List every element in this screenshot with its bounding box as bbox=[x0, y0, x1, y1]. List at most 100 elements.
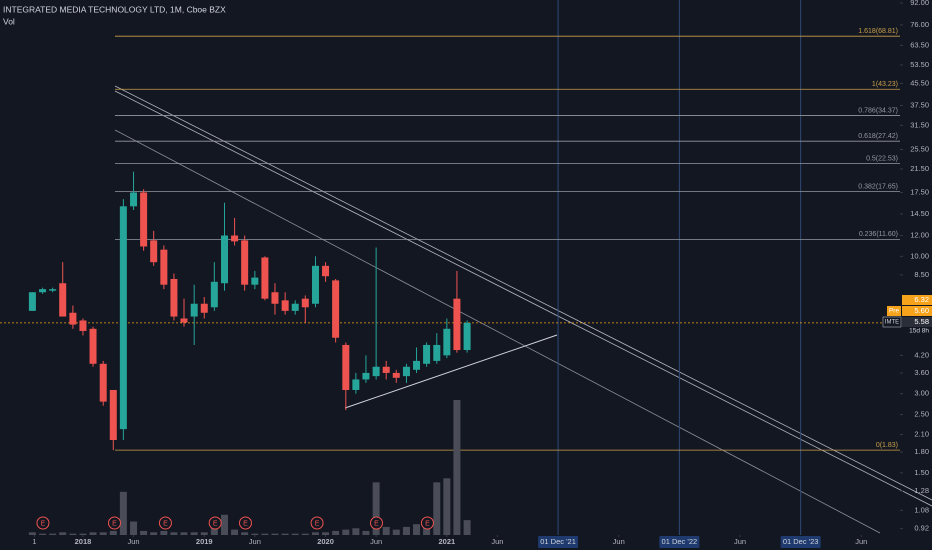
candle-body bbox=[190, 303, 198, 317]
candle-body bbox=[362, 372, 370, 380]
candle-body bbox=[271, 292, 279, 304]
earnings-label: E bbox=[213, 520, 218, 527]
volume-bar bbox=[311, 532, 319, 535]
volume-bar bbox=[160, 530, 168, 535]
volume-bar bbox=[463, 520, 471, 535]
earnings-label: E bbox=[41, 520, 46, 527]
candle-body bbox=[231, 235, 239, 242]
candle-body bbox=[382, 366, 390, 373]
candle-body bbox=[69, 312, 77, 325]
candle-body bbox=[170, 278, 178, 317]
volume-bar bbox=[372, 482, 380, 535]
earnings-label: E bbox=[112, 520, 117, 527]
candle-body bbox=[251, 277, 259, 285]
volume-bar bbox=[453, 400, 461, 535]
earnings-marker bbox=[369, 516, 383, 530]
y-tick-label: 2.50 bbox=[914, 410, 929, 419]
candle-body bbox=[392, 372, 400, 378]
earnings-label: E bbox=[243, 520, 248, 527]
x-tick-label: Jun bbox=[127, 537, 139, 546]
candle-body bbox=[79, 320, 87, 331]
earnings-marker bbox=[108, 516, 122, 530]
y-tick-label: 53.50 bbox=[910, 60, 929, 69]
volume-bar bbox=[281, 533, 289, 535]
candle-body bbox=[59, 283, 67, 317]
earnings-label: E bbox=[374, 520, 379, 527]
y-tick-label: 2.10 bbox=[914, 429, 929, 438]
volume-bar bbox=[392, 529, 400, 535]
price-badge bbox=[887, 306, 901, 316]
candle-body bbox=[311, 265, 319, 304]
volume-bar bbox=[69, 533, 77, 535]
candle-body bbox=[332, 280, 340, 338]
volume-bar bbox=[251, 533, 259, 535]
volume-bar bbox=[301, 533, 309, 535]
y-tick-label: 0.92 bbox=[914, 524, 929, 533]
price-badge bbox=[902, 317, 932, 327]
fib-label: 0.236(11.60) bbox=[859, 231, 898, 238]
candle-body bbox=[453, 298, 461, 351]
x-tick-label: Jun bbox=[855, 537, 867, 546]
y-tick-label: 3.60 bbox=[914, 368, 929, 377]
x-tick-label: 01 Dec '22 bbox=[662, 537, 698, 546]
drawings bbox=[114, 85, 932, 534]
fib-label: 1(43.23) bbox=[872, 81, 898, 88]
earnings-marker bbox=[36, 516, 50, 530]
volume-bar bbox=[322, 532, 330, 535]
earnings-marker bbox=[158, 516, 172, 530]
x-tick-label: Jun bbox=[613, 537, 625, 546]
volume-bar bbox=[443, 478, 451, 535]
candle-body bbox=[413, 360, 421, 370]
x-tick-label: Jun bbox=[249, 537, 261, 546]
y-tick-label: 1.28 bbox=[914, 486, 929, 495]
trend-line bbox=[344, 334, 558, 409]
candle-body bbox=[291, 303, 299, 311]
x-tick-label: Jun bbox=[734, 537, 746, 546]
earnings-label: E bbox=[163, 520, 168, 527]
volume-bar bbox=[99, 532, 107, 535]
y-tick-label: 4.20 bbox=[914, 350, 929, 359]
candle-body bbox=[28, 292, 36, 311]
earnings-marker bbox=[238, 516, 252, 530]
fib-label: 0.382(17.65) bbox=[858, 183, 898, 190]
y-tick-label: 1.50 bbox=[914, 468, 929, 477]
volume-bar bbox=[140, 530, 148, 535]
candle-body bbox=[130, 192, 138, 207]
candle-body bbox=[301, 298, 309, 308]
volume-bar bbox=[261, 533, 269, 535]
volume-bar bbox=[352, 528, 360, 535]
y-tick-label: 14.50 bbox=[910, 209, 929, 218]
candle-body bbox=[99, 363, 107, 402]
volume-bar bbox=[150, 532, 158, 535]
x-tick-label: 2019 bbox=[196, 537, 213, 546]
volume-bar bbox=[382, 526, 390, 535]
price-badge bbox=[902, 306, 932, 316]
y-tick-label: 92.00 bbox=[910, 0, 929, 7]
y-tick-label: 17.50 bbox=[910, 187, 929, 196]
candle-body bbox=[322, 265, 330, 277]
candle-body bbox=[241, 240, 249, 285]
price-badge bbox=[902, 295, 932, 305]
date-badge bbox=[659, 536, 700, 548]
candle-body bbox=[402, 366, 410, 377]
volume-bar bbox=[109, 530, 117, 535]
price-badge-value: 5.60 bbox=[914, 306, 929, 315]
volume-bar bbox=[291, 533, 299, 535]
earnings-marker bbox=[420, 516, 434, 530]
x-tick-label: Jun bbox=[370, 537, 382, 546]
candle-body bbox=[89, 328, 97, 364]
volume-bar bbox=[190, 532, 198, 535]
volume-bar bbox=[342, 529, 350, 535]
candle-body bbox=[119, 206, 127, 430]
candle-body bbox=[160, 249, 168, 285]
candle-body bbox=[342, 344, 350, 390]
y-tick-label: 3.00 bbox=[914, 389, 929, 398]
candle-body bbox=[352, 379, 360, 390]
price-badge bbox=[882, 316, 902, 328]
candle-body bbox=[423, 344, 431, 364]
fib-label: 1.618(68.81) bbox=[858, 28, 898, 35]
x-tick-label: 01 Dec '23 bbox=[783, 537, 819, 546]
